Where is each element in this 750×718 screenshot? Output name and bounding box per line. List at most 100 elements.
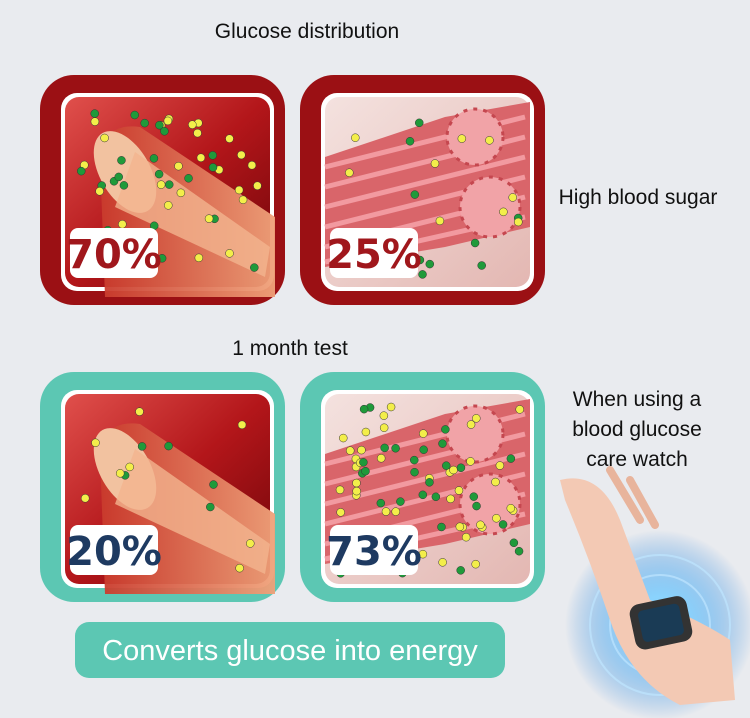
glucose-dot	[379, 423, 389, 432]
glucose-dot	[155, 120, 164, 130]
glucose-dot	[204, 214, 214, 223]
glucose-dot	[130, 110, 139, 120]
glucose-dot	[492, 514, 501, 523]
glucose-dot	[471, 559, 480, 569]
glucose-dot	[435, 216, 445, 226]
glucose-dot	[425, 478, 434, 487]
glucose-dot	[117, 156, 126, 165]
glucose-dot	[194, 253, 204, 263]
side-label: High blood sugar	[559, 186, 718, 209]
glucose-dot	[472, 414, 481, 423]
glucose-dot	[381, 507, 391, 516]
glucose-dot	[470, 238, 480, 248]
glucose-dot	[457, 134, 467, 143]
glucose-dot	[339, 433, 348, 443]
glucose-dot	[193, 128, 202, 138]
glucose-dot	[359, 404, 369, 414]
glucose-dot	[140, 118, 149, 128]
glucose-dot	[515, 405, 524, 414]
glucose-dot	[380, 443, 389, 453]
percent-box	[330, 525, 418, 575]
side-label-line: care watch	[586, 448, 688, 471]
glucose-dot	[391, 444, 400, 453]
glucose-dot	[485, 136, 494, 145]
percent-box	[330, 228, 418, 278]
glucose-dot	[137, 442, 147, 451]
glucose-dot	[469, 492, 479, 501]
percent-label: 20%	[66, 529, 162, 575]
section-heading: Glucose distribution	[215, 20, 399, 43]
percent-box	[70, 228, 158, 278]
glucose-dot	[514, 217, 523, 227]
glucose-dot	[506, 454, 516, 463]
glucose-dot	[441, 425, 450, 434]
panel: 20%	[40, 372, 285, 602]
glucose-dot	[174, 161, 183, 171]
glucose-dot	[115, 469, 125, 478]
glucose-dot	[196, 153, 206, 162]
glucose-dot	[118, 219, 127, 229]
glucose-dot	[509, 538, 519, 548]
glucose-dot	[454, 486, 464, 495]
glucose-dot	[225, 134, 234, 143]
panel: 70%	[40, 75, 285, 305]
glucose-dot	[250, 263, 259, 272]
watch-illustration	[560, 466, 750, 718]
glucose-dot	[125, 462, 134, 472]
glucose-dot	[234, 185, 244, 195]
glucose-dot	[396, 497, 405, 506]
glucose-dot	[438, 439, 447, 448]
glucose-dot	[495, 461, 505, 470]
side-label-line: blood glucose	[572, 418, 702, 441]
glucose-dot	[449, 465, 458, 475]
glucose-dot	[477, 261, 486, 270]
glucose-dot	[376, 498, 386, 508]
glucose-dot	[209, 480, 218, 489]
glucose-dot	[361, 466, 370, 476]
glucose-dot	[386, 402, 396, 412]
glucose-dot	[345, 168, 354, 177]
glucose-dot	[225, 249, 234, 258]
glucose-dot	[156, 180, 166, 189]
glucose-dot	[188, 120, 197, 129]
glucose-dot	[437, 522, 446, 532]
percent-box	[70, 525, 158, 575]
glucose-dot	[90, 109, 99, 118]
glucose-dot	[119, 181, 129, 190]
glucose-dot	[361, 427, 371, 437]
glucose-dot	[91, 438, 100, 448]
glucose-dot	[461, 532, 471, 542]
glucose-dot	[352, 478, 361, 488]
glucose-dot	[246, 539, 255, 548]
glucose-dot	[163, 116, 173, 126]
glucose-dot	[425, 259, 435, 269]
glucose-dot	[430, 159, 440, 168]
glucose-dot	[476, 520, 485, 530]
glucose-dot	[208, 163, 218, 172]
panel: 25%	[300, 75, 545, 305]
glucose-dot	[237, 150, 246, 160]
glucose-dot	[351, 133, 360, 142]
glucose-dot	[418, 549, 428, 559]
glucose-dot	[208, 151, 217, 160]
glucose-dot	[176, 188, 186, 198]
glucose-dot	[419, 429, 428, 438]
glucose-dot	[237, 420, 247, 430]
glucose-dot	[80, 494, 90, 503]
glucose-dot	[357, 445, 366, 455]
section-heading: 1 month test	[232, 337, 348, 360]
glucose-dot	[441, 461, 451, 470]
glucose-dot	[418, 490, 428, 500]
glucose-dot	[154, 169, 164, 179]
glucose-dot	[247, 160, 257, 170]
glucose-dot	[253, 181, 262, 191]
glucose-dot	[455, 522, 465, 532]
glucose-dot	[157, 254, 167, 263]
glucose-dot	[379, 411, 389, 420]
percent-label: 25%	[326, 232, 422, 278]
glucose-dot	[446, 494, 455, 504]
glucose-dot	[238, 195, 248, 205]
percent-label: 73%	[326, 529, 422, 575]
